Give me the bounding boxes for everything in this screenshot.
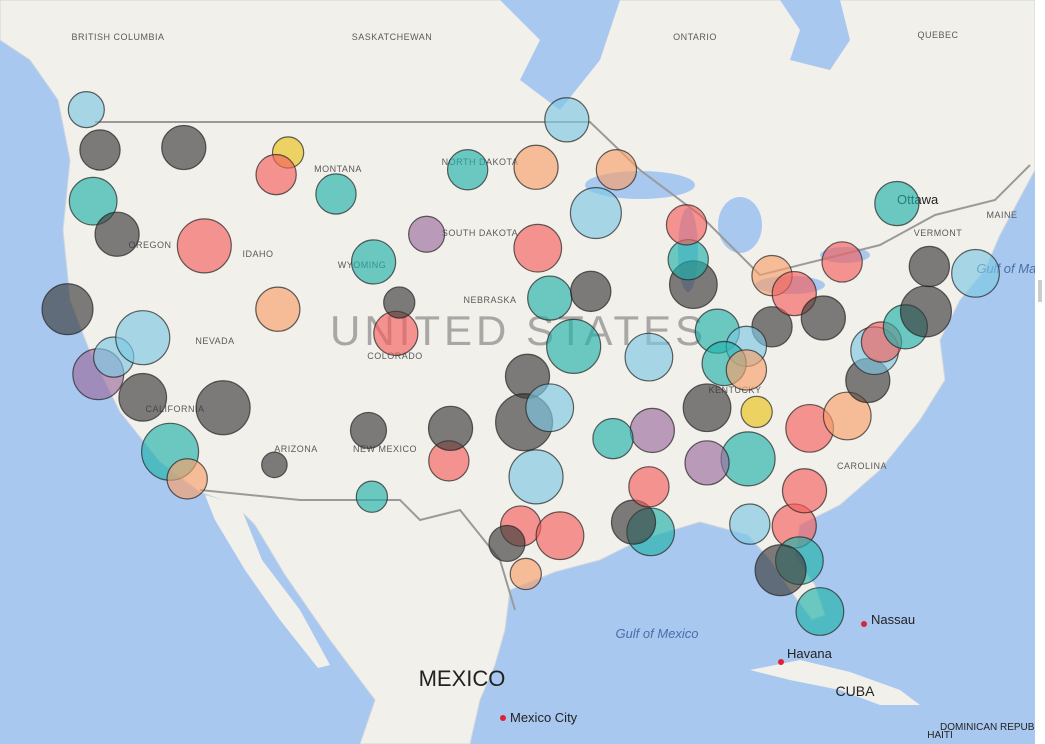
bubble[interactable] (509, 557, 542, 591)
region-label: NEW MEXICO (353, 444, 417, 454)
bubble[interactable] (821, 241, 863, 283)
bubble[interactable] (951, 248, 1000, 298)
hudson-bay (500, 0, 850, 110)
bubble[interactable] (740, 395, 773, 429)
bubble[interactable] (535, 511, 585, 561)
bubble[interactable] (874, 180, 920, 227)
city-label: Nassau (871, 612, 915, 627)
bubble[interactable] (427, 405, 474, 452)
bubble[interactable] (255, 153, 297, 196)
scrollbar-thumb[interactable] (1038, 280, 1042, 302)
bubble[interactable] (195, 380, 251, 436)
bubble[interactable] (754, 544, 807, 597)
region-label: MONTANA (314, 164, 362, 174)
region-label: CAROLINA (837, 461, 887, 471)
country-label: DOMINICAN REPUBLIC (940, 722, 1045, 733)
bubble[interactable] (667, 238, 709, 281)
region-label: CALIFORNIA (145, 404, 204, 414)
bubble[interactable] (795, 587, 845, 636)
cuba (750, 660, 920, 705)
country-label: HAITI (927, 730, 953, 741)
region-label: OREGON (128, 240, 171, 250)
region-label: COLORADO (367, 351, 423, 361)
sea-label: Gulf of Mexico (615, 626, 698, 641)
bubble[interactable] (595, 149, 638, 191)
bubble-layer (41, 91, 1000, 636)
bubble[interactable] (544, 97, 590, 143)
bubble[interactable] (508, 449, 564, 505)
bubble[interactable] (408, 215, 446, 253)
bubble[interactable] (513, 144, 559, 190)
bubble[interactable] (684, 440, 730, 486)
city-dot (500, 715, 506, 721)
bubble[interactable] (350, 239, 397, 285)
bubble[interactable] (68, 176, 118, 226)
bubble[interactable] (166, 458, 208, 500)
lake-huron (718, 197, 762, 253)
country-label: CUBA (836, 683, 876, 699)
bubble[interactable] (488, 524, 526, 563)
region-label: IDAHO (242, 249, 273, 259)
bubble[interactable] (79, 129, 121, 171)
bubble[interactable] (349, 411, 388, 450)
region-label: NEVADA (195, 336, 234, 346)
bubble[interactable] (525, 383, 575, 433)
region-label: BRITISH COLUMBIA (71, 32, 164, 42)
bubble[interactable] (118, 372, 168, 422)
bubble[interactable] (569, 187, 622, 240)
bubble[interactable] (800, 295, 846, 341)
region-label: KENTUCKY (708, 385, 761, 395)
city-label: Mexico City (510, 710, 578, 725)
bubble[interactable] (822, 391, 872, 441)
bubble[interactable] (592, 417, 634, 460)
bubble[interactable] (161, 124, 207, 171)
bubble[interactable] (67, 91, 105, 129)
bubble[interactable] (446, 149, 489, 191)
baja (205, 495, 330, 668)
region-label: SASKATCHEWAN (352, 32, 433, 42)
bubble[interactable] (682, 383, 732, 433)
bubble[interactable] (665, 204, 708, 246)
region-label: ARIZONA (274, 444, 318, 454)
bubble[interactable] (41, 283, 94, 336)
region-label: NEBRASKA (463, 295, 516, 305)
region-label: SOUTH DAKOTA (442, 228, 518, 238)
bubble[interactable] (94, 211, 140, 257)
bubble[interactable] (383, 286, 416, 319)
country-label: MEXICO (419, 666, 506, 691)
bubble[interactable] (176, 218, 232, 274)
bubble[interactable] (355, 480, 389, 513)
region-label: VERMONT (914, 228, 963, 238)
bubble[interactable] (629, 407, 675, 454)
bubble[interactable] (628, 466, 670, 508)
bubble[interactable] (624, 332, 674, 382)
bubble[interactable] (261, 451, 288, 479)
region-label: ONTARIO (673, 32, 717, 42)
bubble[interactable] (725, 349, 768, 391)
scrollbar (1035, 0, 1045, 744)
bubble[interactable] (570, 270, 612, 313)
bubble[interactable] (513, 223, 563, 273)
bubble[interactable] (908, 245, 951, 288)
city-label: Havana (787, 646, 833, 661)
bubble[interactable] (899, 285, 952, 338)
region-label: MAINE (986, 210, 1017, 220)
bubble[interactable] (315, 173, 357, 215)
region-label: QUEBEC (917, 30, 958, 40)
bubble[interactable] (255, 286, 301, 332)
city-dot (861, 621, 867, 627)
bubble[interactable] (729, 503, 771, 545)
bubble[interactable] (115, 310, 171, 366)
bubble[interactable] (781, 468, 828, 514)
bubble[interactable] (527, 275, 573, 321)
city-dot (778, 659, 784, 665)
bubble[interactable] (546, 318, 602, 374)
